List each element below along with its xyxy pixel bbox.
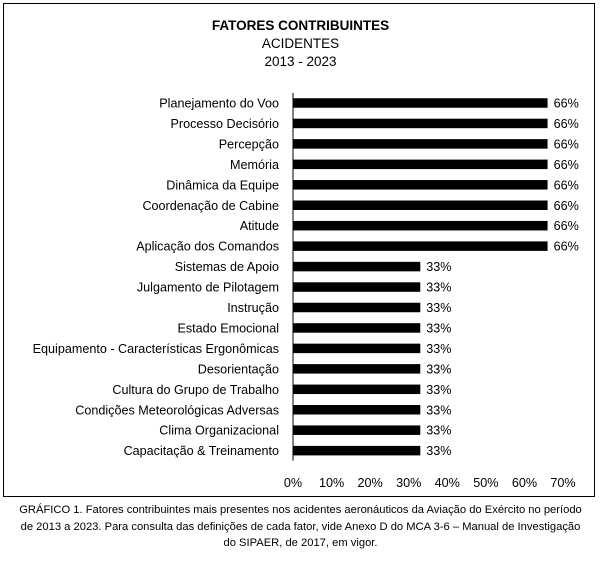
category-label: Memória bbox=[230, 158, 279, 172]
category-label: Condições Meteorológicas Adversas bbox=[75, 403, 279, 417]
category-label: Equipamento - Características Ergonômica… bbox=[33, 342, 279, 356]
data-label: 66% bbox=[554, 117, 579, 131]
category-label: Percepção bbox=[219, 137, 279, 151]
data-label: 66% bbox=[554, 158, 579, 172]
data-label: 66% bbox=[554, 240, 579, 254]
category-label: Dinâmica da Equipe bbox=[166, 178, 279, 192]
bar bbox=[293, 220, 548, 231]
data-label: 66% bbox=[554, 178, 579, 192]
x-tick-label: 30% bbox=[396, 476, 421, 490]
category-label: Desorientação bbox=[198, 362, 279, 376]
category-label: Processo Decisório bbox=[171, 117, 280, 131]
bar bbox=[293, 180, 548, 190]
category-label: Planejamento do Voo bbox=[159, 97, 279, 111]
bar bbox=[293, 241, 548, 251]
x-tick-label: 20% bbox=[358, 476, 383, 490]
data-label: 33% bbox=[426, 444, 451, 458]
chart-title-block: FATORES CONTRIBUINTES ACIDENTES 2013 - 2… bbox=[0, 17, 601, 71]
data-label: 33% bbox=[426, 301, 451, 315]
category-label: Sistemas de Apoio bbox=[175, 260, 279, 274]
data-label: 66% bbox=[554, 97, 579, 111]
chart-subtitle: ACIDENTES bbox=[261, 36, 340, 51]
category-label: Julgamento de Pilotagem bbox=[137, 281, 279, 295]
bar bbox=[293, 302, 421, 313]
bar bbox=[293, 200, 548, 210]
chart-period: 2013 - 2023 bbox=[264, 54, 337, 69]
data-label: 33% bbox=[426, 403, 451, 417]
category-label: Aplicação dos Comandos bbox=[136, 240, 279, 254]
x-tick-label: 60% bbox=[512, 476, 537, 490]
x-tick-label: 10% bbox=[319, 476, 344, 490]
bar bbox=[293, 282, 421, 292]
data-label: 33% bbox=[426, 342, 451, 356]
category-label: Capacitação & Treinamento bbox=[124, 444, 279, 458]
data-label: 66% bbox=[554, 219, 579, 233]
bar bbox=[293, 159, 548, 170]
data-label: 33% bbox=[426, 383, 451, 397]
category-label: Coordenação de Cabine bbox=[142, 199, 279, 213]
category-label: Estado Emocional bbox=[177, 321, 279, 335]
bar bbox=[293, 139, 548, 149]
bar bbox=[293, 445, 421, 456]
bar bbox=[293, 98, 548, 108]
x-tick-label: 0% bbox=[284, 476, 302, 490]
category-label: Clima Organizacional bbox=[159, 424, 279, 438]
data-label: 33% bbox=[426, 281, 451, 295]
data-label: 33% bbox=[426, 424, 451, 438]
data-label: 66% bbox=[554, 199, 579, 213]
bar bbox=[293, 364, 421, 374]
bar bbox=[293, 343, 421, 354]
bar bbox=[293, 425, 421, 435]
category-label: Instrução bbox=[227, 301, 279, 315]
bar bbox=[293, 261, 421, 272]
data-label: 33% bbox=[426, 362, 451, 376]
x-tick-label: 40% bbox=[435, 476, 460, 490]
chart-frame bbox=[3, 3, 595, 497]
data-label: 66% bbox=[554, 137, 579, 151]
bar bbox=[293, 384, 421, 395]
figure-caption: GRÁFICO 1. Fatores contribuintes mais pr… bbox=[19, 504, 582, 549]
x-tick-label: 50% bbox=[473, 476, 498, 490]
bar bbox=[293, 405, 421, 415]
data-label: 33% bbox=[426, 321, 451, 335]
x-tick-label: 70% bbox=[550, 476, 575, 490]
data-label: 33% bbox=[426, 260, 451, 274]
chart-title: FATORES CONTRIBUINTES bbox=[211, 18, 390, 33]
bar bbox=[293, 118, 548, 129]
category-label: Cultura do Grupo de Trabalho bbox=[112, 383, 279, 397]
category-label: Atitude bbox=[240, 219, 279, 233]
bar bbox=[293, 323, 421, 333]
